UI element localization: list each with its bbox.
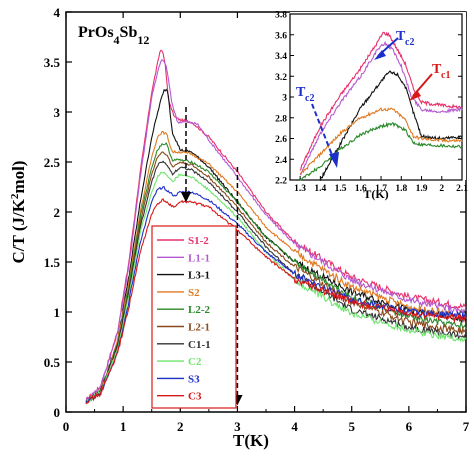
series-line-c2	[85, 171, 467, 403]
series-line-s2	[85, 130, 467, 404]
inset-background	[290, 12, 466, 180]
y-axis-label: C/T (J/K2mol)	[9, 161, 28, 264]
inset-axis-ticks: 1.3 1.4 1.5 1.6 1.7 1.8 1.9 2 2.1 2.2 2.4 2.6 2.8 3 3.…	[275, 11, 468, 195]
inset-y-tick-label: 2.6	[275, 135, 287, 145]
legend-label: C3	[188, 391, 202, 403]
inset-series-line-l1-1	[299, 40, 463, 176]
series-line-l3-1	[85, 88, 467, 403]
legend-label: C1-1	[188, 339, 211, 351]
svg-text:T: T	[432, 62, 442, 77]
inset-y-tick-label: 2.8	[275, 114, 287, 124]
legend-label: L2-1	[188, 322, 210, 334]
x-tick-label: 0	[63, 419, 70, 434]
legend-label: S3	[188, 373, 200, 385]
main-arrows	[180, 107, 243, 406]
inset-x-tick-label: 1.8	[395, 184, 407, 194]
series-line-s1-2	[85, 49, 467, 402]
inset-y-tick-label: 2.4	[275, 156, 287, 166]
inset-tc2-top-label: T c2	[396, 29, 414, 48]
legend-label: L2-2	[188, 304, 211, 316]
inset-y-tick-label: 3	[282, 94, 287, 104]
svg-text:c1: c1	[441, 70, 450, 81]
y-tick-label: 0.5	[44, 355, 61, 370]
inset-x-label: T(K)	[363, 187, 388, 201]
inset-y-tick-label: 3.6	[275, 31, 287, 41]
legend-label: L3-1	[188, 270, 210, 282]
svg-text:c2: c2	[305, 93, 314, 104]
series-line-s3	[85, 186, 467, 404]
y-tick-label: 1	[54, 305, 61, 320]
inset-x-tick-label: 1.7	[375, 184, 387, 194]
inset-x-tick-label: 1.4	[314, 184, 326, 194]
y-tick-label: 2	[54, 205, 61, 220]
inset-x-tick-label: 1.6	[355, 184, 367, 194]
x-tick-label: 4	[291, 419, 298, 434]
x-tick-label: 7	[463, 419, 470, 434]
chart-title: PrOs4Sb12	[78, 24, 149, 47]
legend-box	[151, 225, 237, 409]
y-tick-label: 4	[54, 5, 61, 20]
tc2-left-arrow	[311, 103, 335, 161]
inset-y-tick-label: 3.8	[275, 11, 287, 21]
legend: S1-2 L1-1 L3-1 S2 L2-2 L2-1 C1-1 C2 S3 C3	[157, 235, 211, 403]
svg-text:c2: c2	[405, 37, 414, 48]
inset-x-tick-label: 2.1	[456, 184, 468, 194]
legend-label: S1-2	[188, 235, 209, 247]
series-line-c1-1	[85, 160, 467, 404]
svg-text:T: T	[396, 29, 406, 44]
series-line-l2-2	[85, 141, 467, 403]
inset-series-line-l3-1	[319, 70, 463, 181]
x-tick-label: 1	[120, 419, 127, 434]
inset-y-tick-label: 3.2	[275, 73, 287, 83]
series-line-l1-1	[85, 59, 467, 402]
y-tick-label: 2.5	[44, 155, 61, 170]
inset-arrows	[311, 37, 433, 168]
inset-x-tick-label: 1.3	[294, 184, 306, 194]
tc1-arrowhead	[409, 90, 421, 101]
x-tick-label: 6	[406, 419, 413, 434]
y-tick-label: 3	[54, 105, 61, 120]
main-series-group	[85, 49, 467, 405]
tc2-left-arrowhead	[329, 152, 339, 168]
x-tick-label: 2	[177, 419, 184, 434]
series-line-c3	[85, 198, 467, 405]
inset-x-tick-label: 1.9	[416, 184, 428, 194]
inset-tc2-left-label: T c2	[296, 85, 314, 104]
x-tick-label: 5	[348, 419, 355, 434]
svg-text:T: T	[296, 85, 306, 100]
y-tick-label: 0	[54, 405, 61, 420]
legend-label: C2	[188, 356, 202, 368]
inset-tc1-label: T c1	[432, 62, 450, 81]
inset-series-line-s1-2	[299, 31, 463, 171]
x-axis-label: T(K)	[233, 431, 269, 450]
inset-series-line-l2-2	[299, 121, 463, 181]
y-tick-label: 3.5	[44, 55, 61, 70]
inset-x-tick-label: 1.5	[335, 184, 347, 194]
x-tick-label: 3	[234, 419, 241, 434]
y-tick-label: 1.5	[44, 255, 61, 270]
legend-label: L1-1	[188, 252, 210, 264]
inset-series-group	[299, 31, 463, 181]
legend-label: S2	[188, 287, 200, 299]
inset-x-tick-label: 2	[439, 184, 444, 194]
inset-y-tick-label: 2.2	[275, 177, 287, 187]
inset-y-tick-label: 3.4	[275, 52, 287, 62]
inset-series-line-s2	[299, 107, 463, 175]
tc2-top-arrowhead	[374, 50, 386, 60]
